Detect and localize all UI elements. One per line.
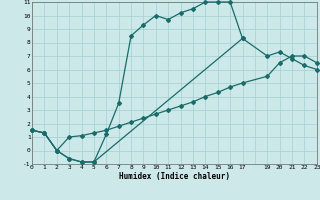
X-axis label: Humidex (Indice chaleur): Humidex (Indice chaleur) [119, 172, 230, 181]
